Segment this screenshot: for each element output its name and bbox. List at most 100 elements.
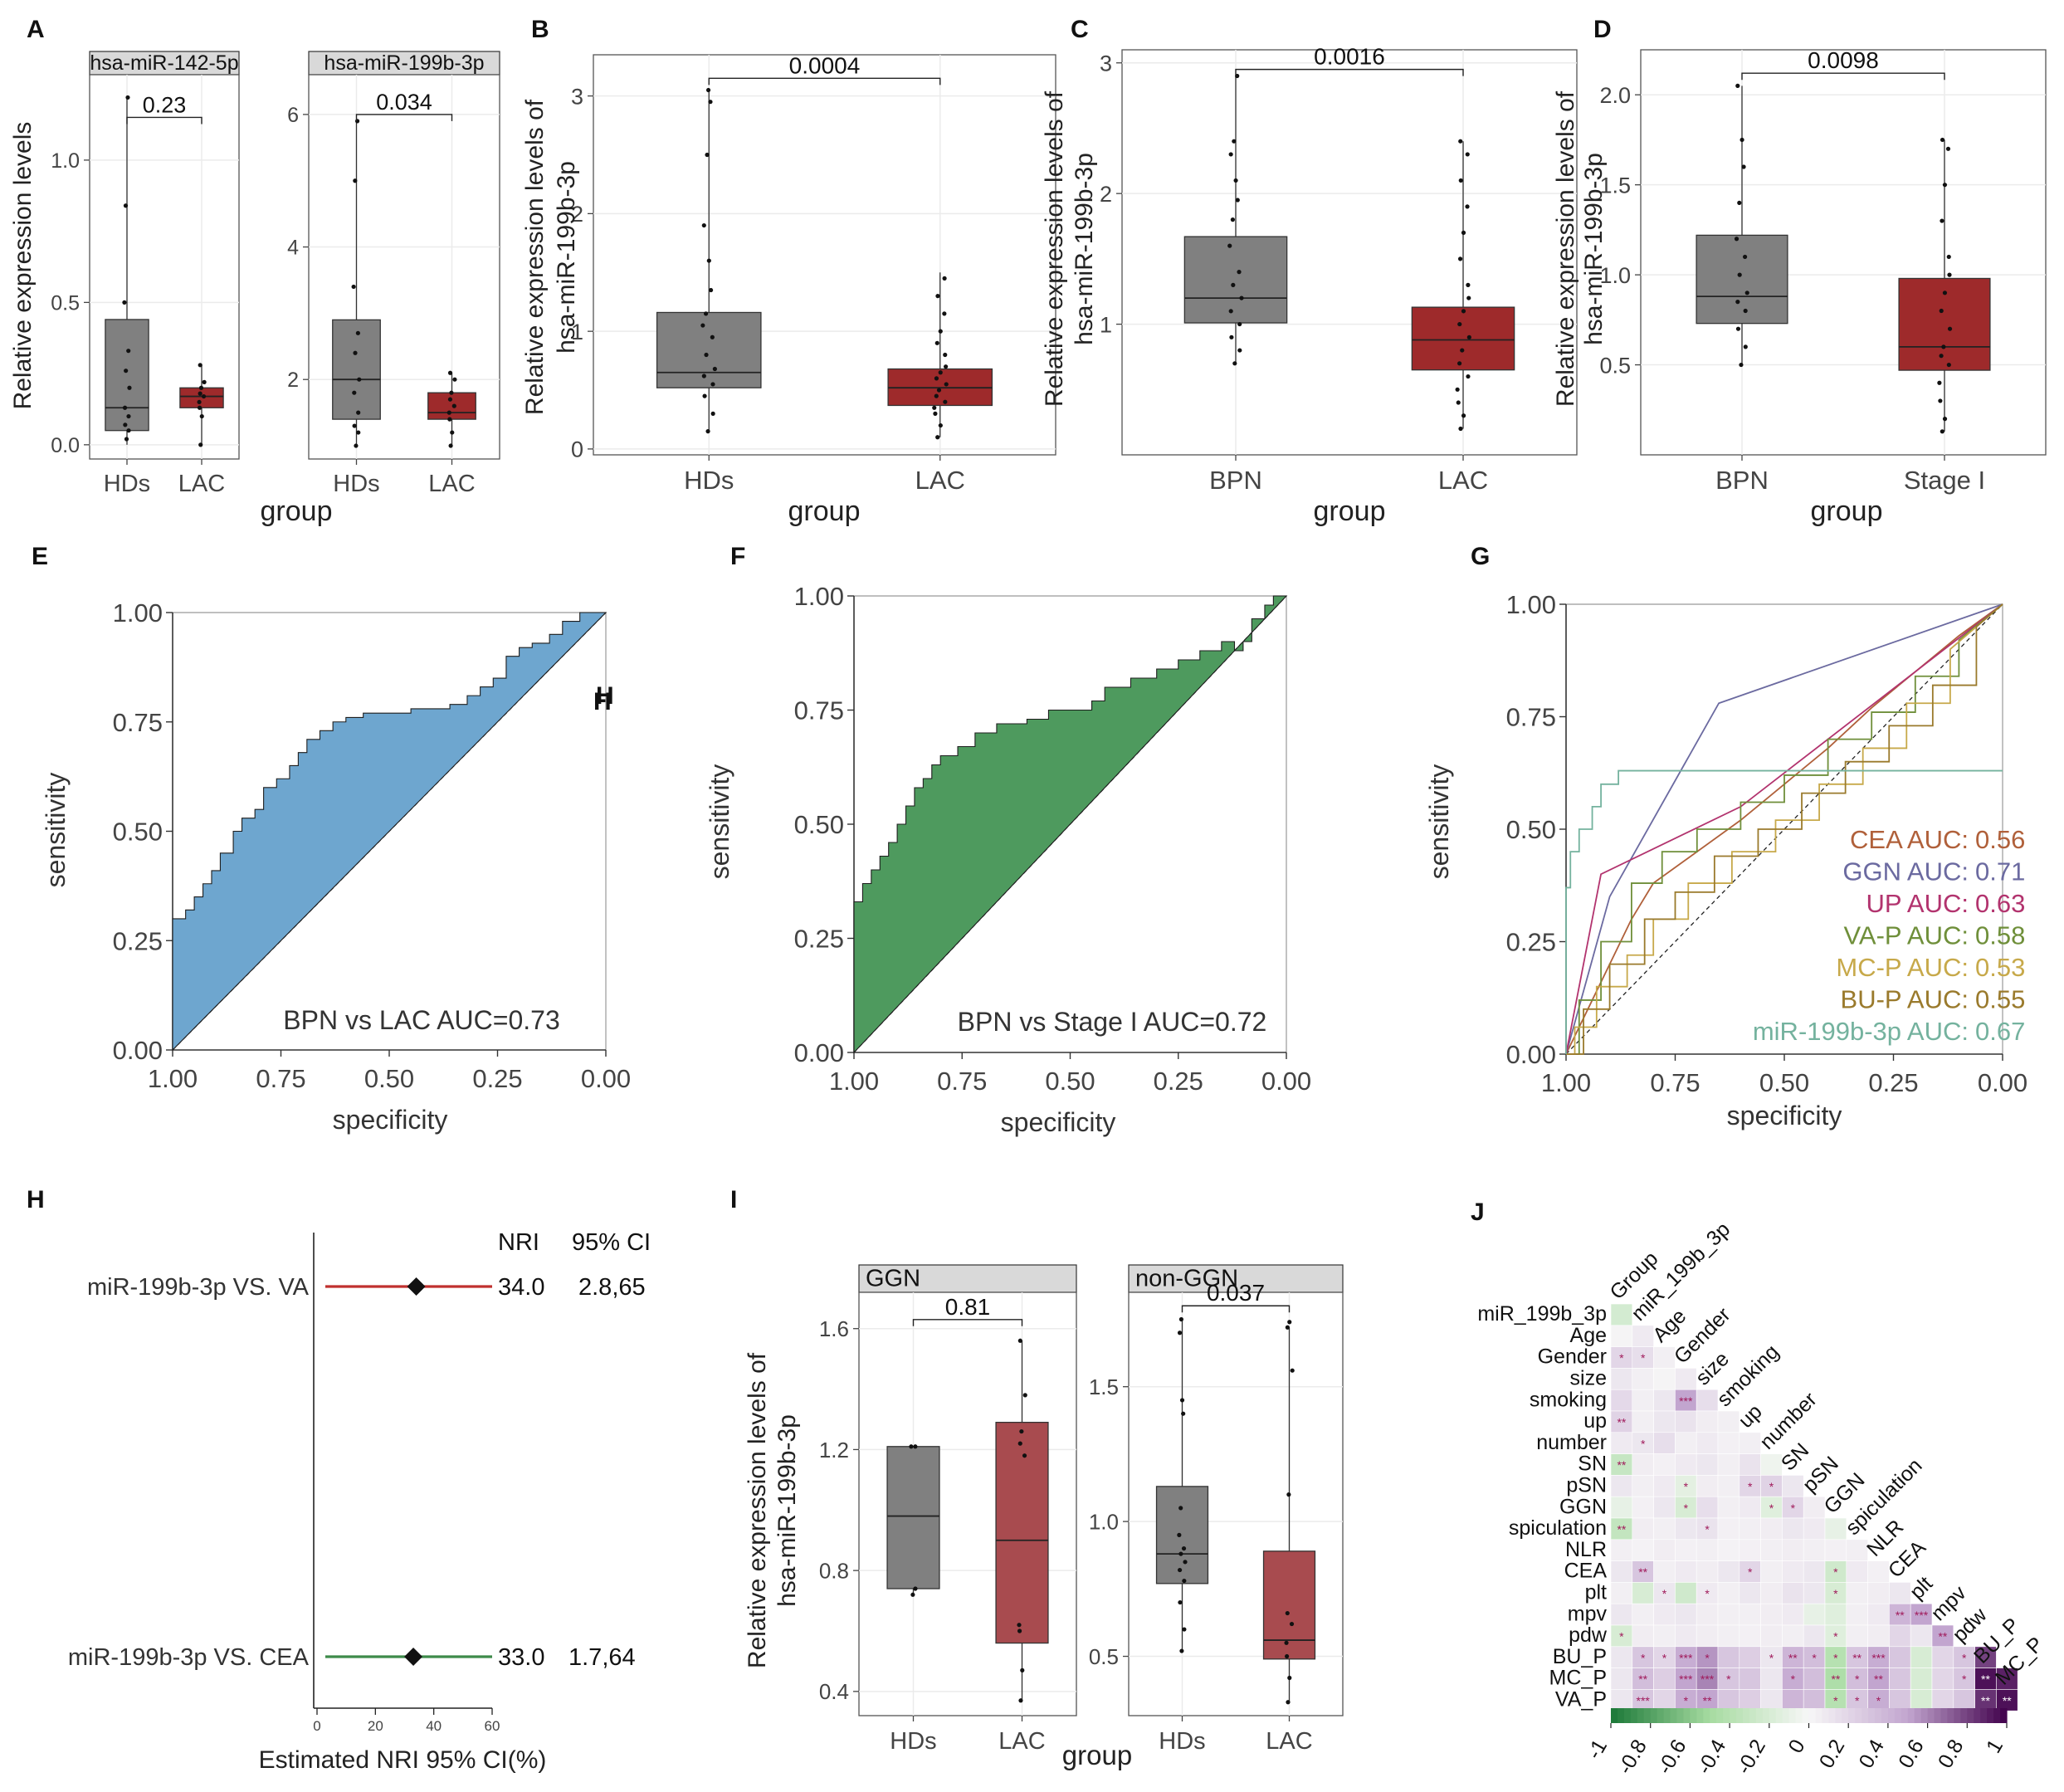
heatmap-cell [1910,1624,1933,1648]
data-point [124,437,129,442]
y-tick-label: 0.25 [113,926,163,955]
scale-tick-label: -0.8 [1613,1736,1652,1778]
heatmap-cell [1953,1689,1975,1711]
heatmap-cell [1696,1453,1719,1476]
y-axis-label-line1: Relative expression levels of [1041,90,1068,407]
data-point [126,413,131,419]
color-scale-segment [1842,1708,1849,1723]
color-scale-segment [1868,1708,1876,1723]
x-tick-label: 0.50 [364,1064,414,1093]
data-point [943,364,949,369]
significance-stars: *** [1871,1651,1886,1664]
heatmap-cell [1824,1689,1847,1711]
box-bpn [1696,234,1788,325]
x-axis-label: specificity [333,1105,448,1135]
color-scale-segment [1894,1708,1902,1723]
color-scale-segment [1690,1708,1697,1723]
data-point [199,413,204,419]
heatmap-cell [1610,1539,1633,1561]
heatmap-cell [1889,1689,1911,1711]
significance-bracket [912,1319,1023,1326]
heatmap-cell [1610,1303,1633,1326]
heatmap-cell [1717,1432,1740,1454]
legend-auc: 0.63 [1975,889,2025,918]
heatmap-cell [1760,1582,1783,1604]
significance-stars: * [1748,1565,1753,1579]
y-tick-label: 0.8 [819,1559,849,1584]
significance-stars: ** [1852,1651,1862,1664]
significance-stars: ** [1638,1672,1647,1686]
heatmap-cell [1782,1560,1804,1583]
color-scale-segment [1907,1708,1915,1723]
data-point [355,330,360,335]
heatmap-cell [1632,1368,1654,1390]
data-point [354,119,360,124]
data-point [1940,137,1945,143]
color-scale-segment [1881,1708,1889,1723]
column-label: number [1755,1388,1822,1454]
heatmap-cell [1675,1603,1697,1626]
data-point [451,403,456,408]
heatmap-cell [1653,1368,1676,1390]
color-scale-segment [1974,1708,1981,1723]
color-scale-segment [1862,1708,1869,1723]
legend-label: MC-P AUC: [1836,953,1969,982]
data-point [1466,374,1471,379]
data-point [710,334,715,339]
data-point [1181,1411,1186,1416]
data-point [1940,218,1944,223]
data-point [913,1586,918,1591]
heatmap-cell [1867,1603,1890,1626]
data-point [1017,1338,1022,1343]
nri-point-estimate [407,1277,426,1296]
heatmap-cell [1953,1667,1975,1690]
y-axis-label-line1: Relative expression levels of [521,99,549,415]
heatmap-cell [1739,1667,1761,1690]
y-tick-label: 0.75 [794,696,844,725]
heatmap-cell [1653,1496,1676,1519]
color-scale-segment [1848,1708,1856,1723]
heatmap-cell [1610,1517,1633,1541]
significance-stars: * [1705,1523,1710,1536]
heatmap-cell [1782,1646,1804,1668]
row-label: GGN [1559,1495,1607,1518]
y-tick-label: 1.00 [794,582,844,611]
heatmap-cell [1675,1582,1697,1604]
p-value-label: 0.0016 [1314,44,1385,70]
significance-stars: * [1641,1437,1646,1450]
heatmap-cell [1824,1603,1847,1626]
data-point [354,443,359,448]
color-scale-segment [1670,1708,1678,1723]
data-point [1743,344,1748,349]
heatmap-cell [1632,1646,1654,1668]
row-label: plt [1585,1581,1607,1604]
data-point [1018,1698,1023,1703]
significance-stars: * [1641,1351,1646,1365]
x-tick-label: BPN [1209,466,1262,495]
data-point [1465,152,1470,157]
significance-stars: *** [1700,1672,1715,1686]
data-point [1466,282,1471,287]
data-point [124,369,129,374]
data-point [198,442,203,447]
y-tick-label: 4 [287,237,299,260]
data-point [1284,1640,1289,1645]
significance-bracket [1181,1305,1291,1313]
heatmap-cell [1632,1667,1654,1690]
y-axis-label-line2: hsa-miR-199b-3p [1071,153,1098,345]
significance-stars: * [1833,1630,1838,1643]
data-point [1942,291,1948,295]
data-point [705,429,710,434]
color-scale-segment [1788,1708,1797,1723]
heatmap-cell [1632,1453,1654,1476]
significance-stars: ** [1981,1694,1990,1707]
heatmap-cell [1675,1539,1697,1561]
scale-tick-label: -0.2 [1732,1736,1770,1778]
data-point [910,1592,915,1597]
data-point [1735,326,1741,331]
color-scale-segment [1875,1708,1882,1723]
row-label: NLR [1565,1538,1607,1561]
significance-stars: * [1791,1672,1796,1686]
p-value-label: 0.037 [1207,1280,1265,1306]
